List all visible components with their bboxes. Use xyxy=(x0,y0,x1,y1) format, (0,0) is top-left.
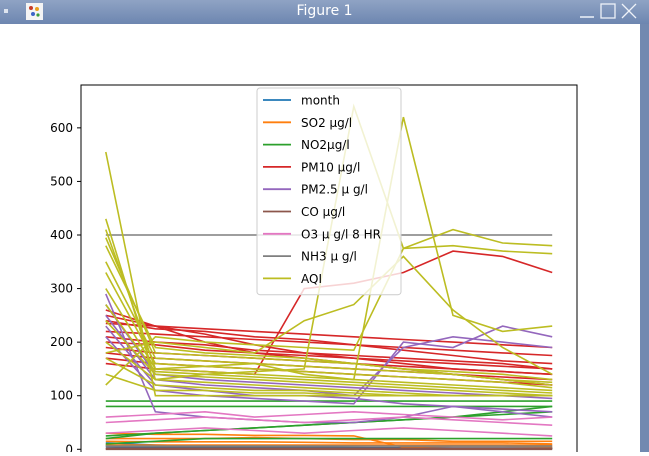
series-line-8-8 xyxy=(105,304,553,394)
series-line-4-3 xyxy=(105,325,553,413)
legend-entry-label: AQI xyxy=(301,272,322,286)
y-tick-label: 200 xyxy=(50,335,73,349)
series-line-4-2 xyxy=(105,314,553,397)
y-tick-label: 300 xyxy=(50,282,73,296)
legend-entry-label: SO2 µg/l xyxy=(301,116,352,130)
y-tick-label: 500 xyxy=(50,174,73,188)
series-line-4-4 xyxy=(105,325,553,405)
y-tick-label: 0 xyxy=(65,442,73,452)
y-tick-label: 600 xyxy=(50,121,73,135)
y-tick-label: 400 xyxy=(50,228,73,242)
series-line-8-12 xyxy=(105,373,553,397)
series-line-8-7 xyxy=(105,288,553,392)
series-line-2-4 xyxy=(105,437,553,445)
series-line-8-5 xyxy=(105,261,553,386)
series-line-8-2 xyxy=(105,116,553,381)
series-line-8-9 xyxy=(105,320,553,397)
maximize-icon[interactable] xyxy=(599,2,617,20)
series-line-3-1 xyxy=(105,330,553,357)
series-line-2-1 xyxy=(105,411,553,437)
series-line-3-3 xyxy=(105,341,553,370)
legend-entry-label: O3 µ g/l 8 HR xyxy=(301,227,381,241)
window-right-border xyxy=(640,24,649,452)
series-line-8-4 xyxy=(105,245,553,381)
legend-entry-label: PM2.5 µ g/l xyxy=(301,183,368,197)
series-line-8-6 xyxy=(105,272,553,389)
series-line-3-0 xyxy=(105,322,553,349)
close-icon[interactable] xyxy=(620,2,638,20)
legend-box xyxy=(256,87,402,296)
window-title: Figure 1 xyxy=(296,3,353,19)
legend-entry-label: NO2µg/l xyxy=(301,138,350,152)
legend-entry-label: CO µg/l xyxy=(301,205,345,219)
figure-canvas: 0 100 200 300 400 500 600 month SO2 µg/l NO2µg/l… xyxy=(0,24,640,456)
y-tick-label: 100 xyxy=(50,389,73,403)
matplotlib-app-icon xyxy=(26,3,43,20)
series-line-8-13 xyxy=(105,255,553,376)
line-chart: 0 100 200 300 400 500 600 month SO2 µg/l NO2µg/l… xyxy=(50,84,578,456)
window-menu-dot-icon[interactable] xyxy=(4,9,8,13)
series-line-3-2 xyxy=(105,336,553,370)
legend-entry-label: month xyxy=(301,94,340,108)
series-line-8-14 xyxy=(105,228,553,386)
legend-entry-label: NH3 µ g/l xyxy=(301,250,357,264)
minimize-icon[interactable] xyxy=(578,2,596,20)
legend-entry-label: PM10 µg/l xyxy=(301,160,360,174)
series-line-6-0 xyxy=(105,410,553,421)
series-line-4-0 xyxy=(105,293,553,424)
series-line-1-1 xyxy=(105,440,553,445)
window-titlebar: Figure 1 xyxy=(0,0,649,24)
series-line-6-1 xyxy=(105,416,553,426)
series-line-6-2 xyxy=(105,427,553,437)
series-line-3-8 xyxy=(105,314,553,376)
